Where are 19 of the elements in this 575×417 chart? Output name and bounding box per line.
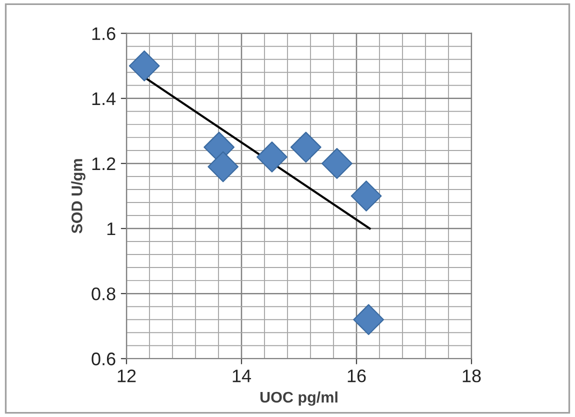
- y-tick-label: 0.6: [92, 352, 116, 366]
- point: [208, 151, 239, 182]
- point: [353, 304, 384, 336]
- x-tick-label: 16: [348, 370, 366, 382]
- point: [322, 148, 352, 179]
- point: [256, 142, 288, 172]
- y-tick-label: 0.8: [92, 288, 116, 300]
- y-tick-label: 1.2: [92, 157, 116, 170]
- x-tick-label: 18: [462, 370, 481, 382]
- point: [350, 180, 382, 212]
- y-tick-label: 1: [107, 222, 116, 236]
- x-tick-label: 12: [118, 370, 136, 382]
- point: [128, 50, 160, 82]
- point: [290, 132, 322, 163]
- y-axis-title: SOD U/gm: [71, 159, 86, 234]
- y-tick-label: 1.4: [92, 92, 116, 105]
- y-tick-label: 1.6: [92, 27, 116, 40]
- x-axis-title: UOC pg/ml: [260, 391, 338, 406]
- x-tick-label: 14: [232, 370, 252, 382]
